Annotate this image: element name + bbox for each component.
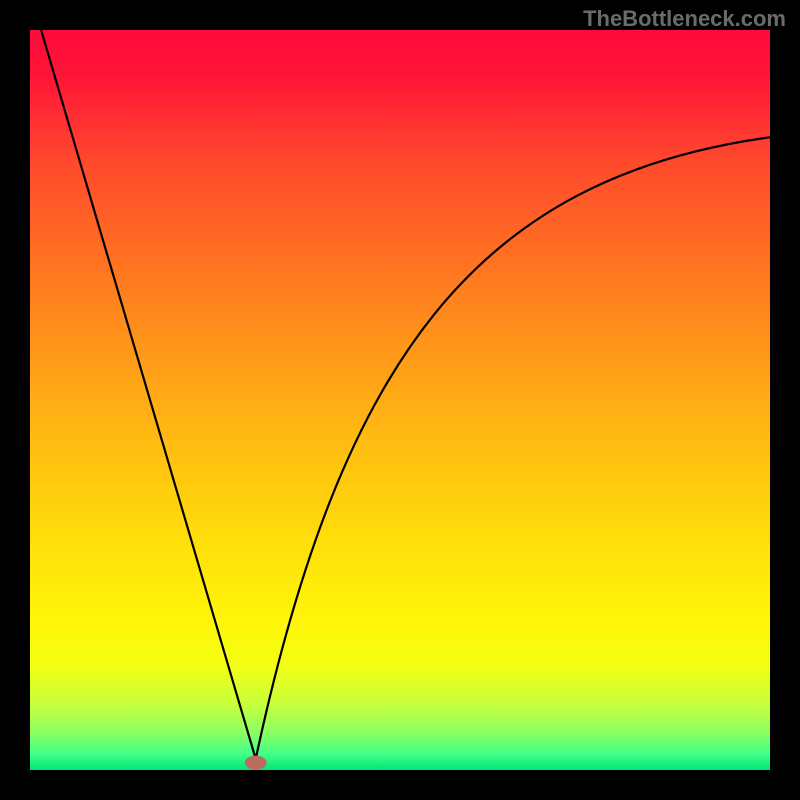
optimal-point-marker — [245, 756, 267, 770]
bottleneck-curve — [30, 30, 770, 770]
watermark-text: TheBottleneck.com — [583, 6, 786, 32]
chart-container: TheBottleneck.com — [0, 0, 800, 800]
plot-area — [30, 30, 770, 770]
gradient-background — [30, 30, 770, 770]
